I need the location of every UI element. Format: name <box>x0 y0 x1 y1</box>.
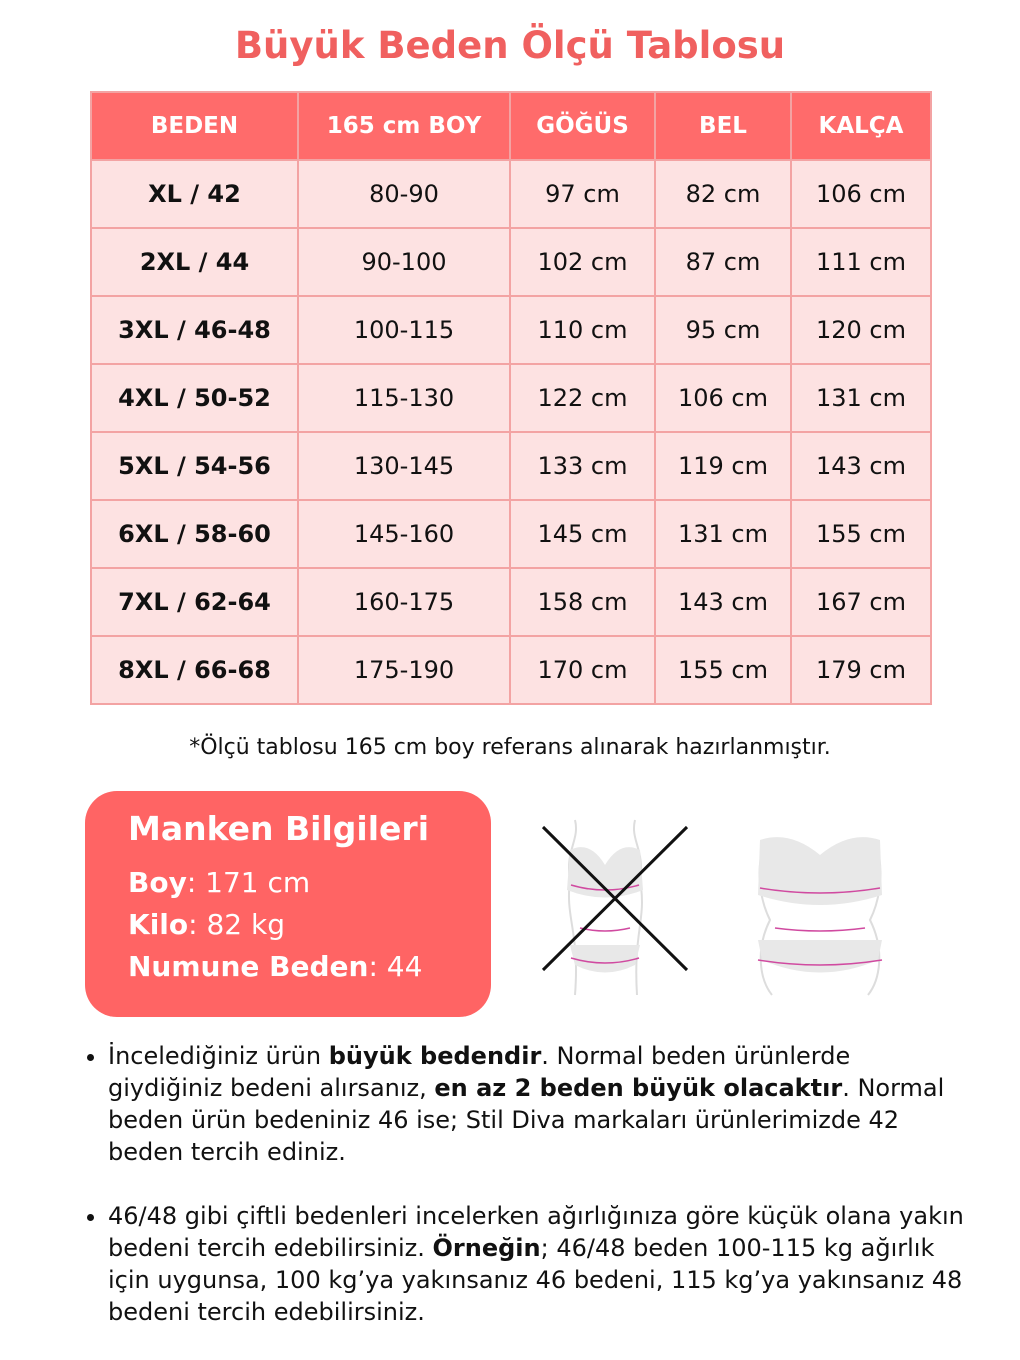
model-info-label: Kilo <box>128 908 189 941</box>
size-cell: 5XL / 54-56 <box>90 431 299 501</box>
table-row: 4XL / 50-52 115-130 122 cm 106 cm 131 cm <box>90 363 932 433</box>
size-cell: 8XL / 66-68 <box>90 635 299 705</box>
measure-cell: 80-90 <box>297 159 511 229</box>
page-title: Büyük Beden Ölçü Tablosu <box>234 24 786 67</box>
table-row: 5XL / 54-56 130-145 133 cm 119 cm 143 cm <box>90 431 932 501</box>
column-header: KALÇA <box>790 91 932 161</box>
model-info-item: Numune Beden: 44 <box>128 946 491 988</box>
bullet-text: 46/48 gibi çiftli bedenleri incelerken a… <box>108 1202 964 1262</box>
model-info-value: : 44 <box>368 950 423 983</box>
measure-cell: 131 cm <box>790 363 932 433</box>
size-cell: XL / 42 <box>90 159 299 229</box>
measure-cell: 160-175 <box>297 567 511 637</box>
measure-cell: 145-160 <box>297 499 511 569</box>
model-info-label: Boy <box>128 866 187 899</box>
measure-cell: 87 cm <box>654 227 792 297</box>
model-info-value: : 82 kg <box>188 908 285 941</box>
measure-cell: 82 cm <box>654 159 792 229</box>
measure-cell: 106 cm <box>654 363 792 433</box>
measure-cell: 130-145 <box>297 431 511 501</box>
measure-cell: 97 cm <box>509 159 656 229</box>
measure-cell: 90-100 <box>297 227 511 297</box>
model-info-label: Numune Beden <box>128 950 369 983</box>
measure-cell: 122 cm <box>509 363 656 433</box>
measure-cell: 145 cm <box>509 499 656 569</box>
correct-measurement-figure <box>757 837 883 996</box>
size-cell: 4XL / 50-52 <box>90 363 299 433</box>
measure-cell: 179 cm <box>790 635 932 705</box>
measure-cell: 133 cm <box>509 431 656 501</box>
measure-cell: 106 cm <box>790 159 932 229</box>
measure-cell: 158 cm <box>509 567 656 637</box>
bullet-text: Örneğin <box>432 1234 541 1262</box>
column-header: GÖĞÜS <box>509 91 656 161</box>
bullet-text: en az 2 beden büyük olacaktır <box>434 1074 843 1102</box>
measure-cell: 131 cm <box>654 499 792 569</box>
size-cell: 2XL / 44 <box>90 227 299 297</box>
table-row: 6XL / 58-60 145-160 145 cm 131 cm 155 cm <box>90 499 932 569</box>
bullet-item: 46/48 gibi çiftli bedenleri incelerken a… <box>108 1200 968 1328</box>
table-row: 3XL / 46-48 100-115 110 cm 95 cm 120 cm <box>90 295 932 365</box>
size-cell: 6XL / 58-60 <box>90 499 299 569</box>
measure-cell: 167 cm <box>790 567 932 637</box>
table-footnote: *Ölçü tablosu 165 cm boy referans alınar… <box>189 735 831 760</box>
column-header: BEDEN <box>90 91 299 161</box>
measure-cell: 143 cm <box>654 567 792 637</box>
measure-cell: 170 cm <box>509 635 656 705</box>
table-row: 8XL / 66-68 175-190 170 cm 155 cm 179 cm <box>90 635 932 705</box>
model-info-value: : 171 cm <box>186 866 311 899</box>
measure-cell: 120 cm <box>790 295 932 365</box>
table-row: 7XL / 62-64 160-175 158 cm 143 cm 167 cm <box>90 567 932 637</box>
measure-cell: 155 cm <box>654 635 792 705</box>
table-row: 2XL / 44 90-100 102 cm 87 cm 111 cm <box>90 227 932 297</box>
wrong-measurement-figure <box>541 819 689 996</box>
bullet-text: büyük bedendir <box>328 1042 542 1070</box>
column-header: BEL <box>654 91 792 161</box>
measure-cell: 95 cm <box>654 295 792 365</box>
bullet-text: . Normal beden ürün bedeniniz 46 ise; St… <box>108 1074 945 1166</box>
measure-cell: 119 cm <box>654 431 792 501</box>
table-header-row: BEDEN 165 cm BOY GÖĞÜS BEL KALÇA <box>90 91 932 161</box>
bullet-item: İncelediğiniz ürün büyük bedendir. Norma… <box>108 1040 968 1168</box>
measure-cell: 102 cm <box>509 227 656 297</box>
model-info-item: Boy: 171 cm <box>128 862 491 904</box>
measure-cell: 175-190 <box>297 635 511 705</box>
bullet-text: . Normal beden ürünlerde giydiğiniz bede… <box>108 1042 851 1102</box>
model-info-card: Manken Bilgileri Boy: 171 cm Kilo: 82 kg N… <box>85 791 491 1017</box>
bullet-text: İncelediğiniz ürün <box>108 1042 329 1070</box>
measure-cell: 111 cm <box>790 227 932 297</box>
body-measurement-illustration <box>541 819 883 996</box>
measure-cell: 110 cm <box>509 295 656 365</box>
table-row: XL / 42 80-90 97 cm 82 cm 106 cm <box>90 159 932 229</box>
info-bullets: İncelediğiniz ürün büyük bedendir. Norma… <box>80 1040 968 1360</box>
column-header: 165 cm BOY <box>297 91 511 161</box>
bullet-text: ; 46/48 beden 100-115 kg ağırlık için uy… <box>108 1234 963 1326</box>
measure-cell: 143 cm <box>790 431 932 501</box>
measure-cell: 100-115 <box>297 295 511 365</box>
size-cell: 3XL / 46-48 <box>90 295 299 365</box>
size-table: BEDEN 165 cm BOY GÖĞÜS BEL KALÇA XL / 42 80-9… <box>90 91 932 705</box>
size-cell: 7XL / 62-64 <box>90 567 299 637</box>
model-info-item: Kilo: 82 kg <box>128 904 491 946</box>
measure-cell: 115-130 <box>297 363 511 433</box>
measure-cell: 155 cm <box>790 499 932 569</box>
model-info-heading: Manken Bilgileri <box>128 809 430 848</box>
